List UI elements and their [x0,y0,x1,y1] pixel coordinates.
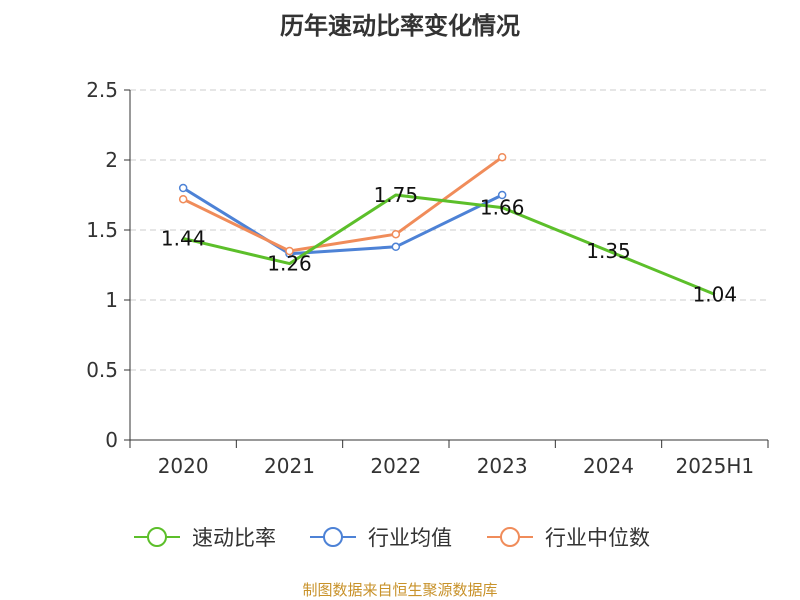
chart-title: 历年速动比率变化情况 [280,12,520,40]
y-tick-label: 2 [105,148,118,172]
x-tick-label: 2025H1 [675,454,754,478]
legend-label-1: 行业均值 [368,526,452,550]
data-label: 1.35 [586,239,631,263]
series-point-2 [497,152,507,162]
y-tick-label: 1.5 [86,218,118,242]
data-label: 1.26 [267,252,312,276]
legend-label-0: 速动比率 [192,526,276,550]
x-tick-label: 2023 [477,454,528,478]
x-tick-label: 2021 [264,454,315,478]
series-line-1 [182,186,503,256]
data-label: 1.04 [693,282,738,306]
series-line-0 [182,193,716,296]
y-tick-label: 1 [105,288,118,312]
legend-marker-0 [147,527,167,547]
series-point-2 [391,229,401,239]
legend-marker-2 [500,527,520,547]
series-line-2 [182,155,504,253]
series-point-2 [285,246,294,256]
source-note: 制图数据来自恒生聚源数据库 [302,581,498,599]
series-point-1 [497,190,507,200]
x-tick-label: 2020 [158,454,209,478]
x-tick-label: 2024 [583,454,634,478]
y-tick-label: 0 [105,428,118,452]
data-label: 1.44 [161,226,206,250]
y-tick-label: 0.5 [86,358,118,382]
data-label: 1.66 [480,196,525,220]
series-point-2 [178,194,188,204]
legend-label-2: 行业中位数 [545,526,650,550]
x-tick-label: 2022 [370,454,421,478]
legend-marker-1 [323,527,343,547]
y-tick-label: 2.5 [86,78,118,102]
data-label: 1.75 [374,183,419,207]
series-point-1 [391,242,401,252]
series-point-1 [178,183,188,193]
